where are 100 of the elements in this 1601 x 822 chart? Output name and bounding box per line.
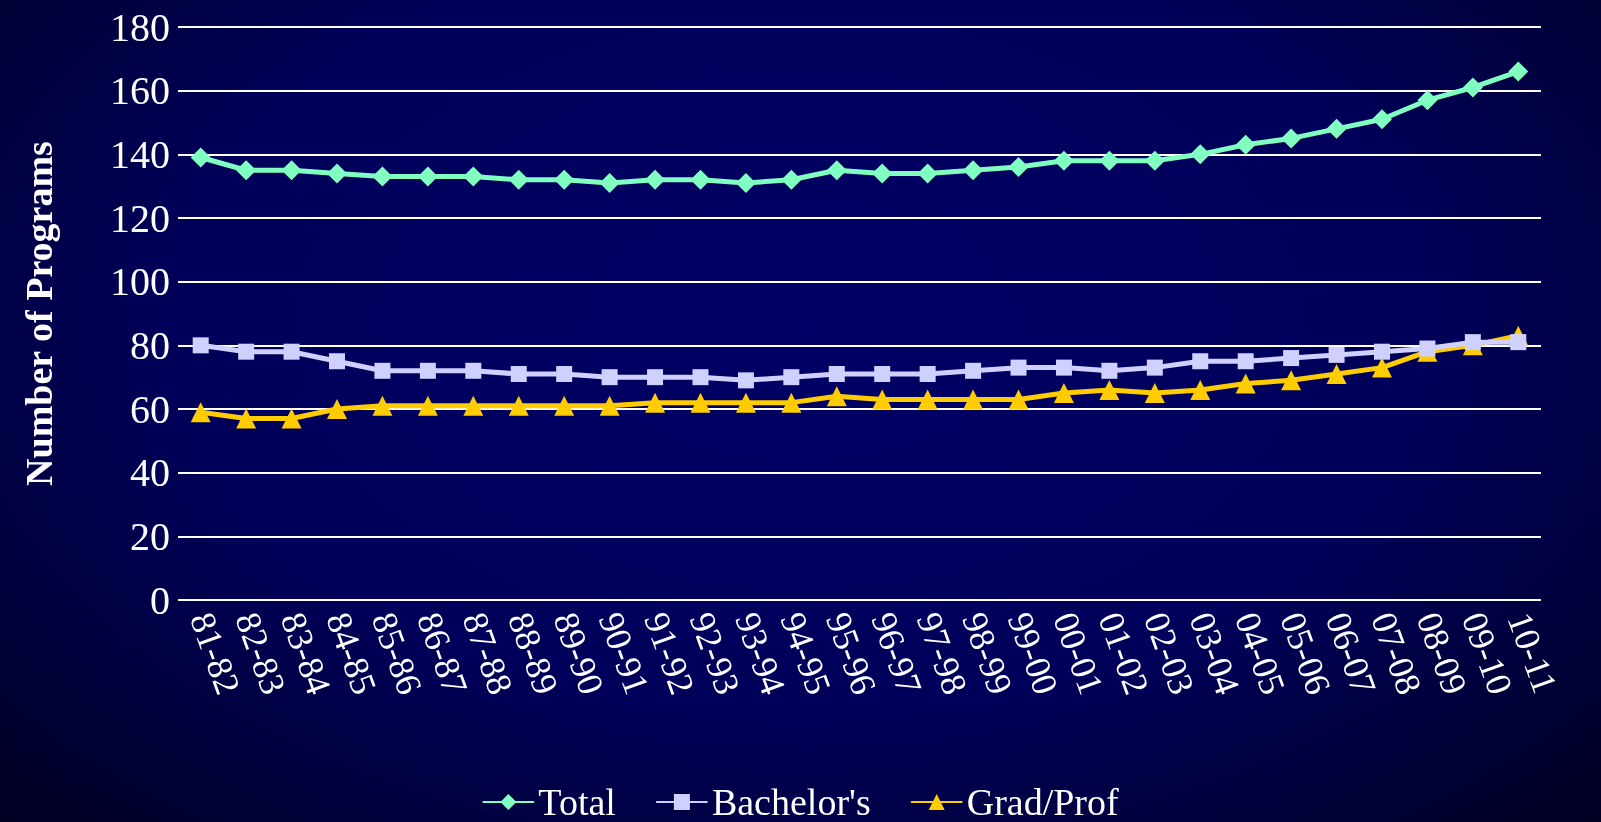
point [1008,389,1029,410]
point [238,343,255,360]
point [327,399,348,419]
legend-label: Total [538,781,616,822]
point [872,163,893,184]
point [417,395,438,416]
point [1099,150,1120,171]
point [826,386,847,407]
point [1146,359,1163,376]
point [508,395,529,416]
y-tick-label: 180 [110,4,170,50]
y-tick-label: 40 [130,450,170,496]
point [556,365,573,382]
point [690,169,711,190]
point [1235,373,1256,394]
point [1190,379,1211,400]
point [1464,334,1481,351]
point [1373,343,1390,360]
point [1053,383,1074,404]
point [372,166,393,187]
point [283,343,300,360]
point [963,160,984,181]
point [329,353,346,370]
point [1326,118,1347,139]
point [826,160,847,181]
point [963,389,984,410]
point [236,408,257,429]
point [599,172,620,193]
point [554,169,575,190]
y-axis-title: Number of Programs [18,141,60,486]
point [599,395,620,416]
legend-label: Grad/Prof [966,781,1119,822]
point [1508,61,1529,82]
point [510,365,527,382]
point [1281,370,1302,391]
point [236,160,257,181]
point [417,166,438,187]
point [1281,128,1302,149]
y-tick-label: 80 [130,322,170,368]
point [1326,363,1347,384]
point [1419,340,1436,357]
point [1283,350,1300,367]
point [1237,353,1254,370]
point [783,369,800,386]
point [874,365,891,382]
y-tick-label: 140 [110,131,170,177]
point [1010,359,1027,376]
point [1099,379,1120,400]
point [327,163,348,184]
point [554,395,575,416]
point [1144,383,1165,404]
point [735,392,756,413]
point [645,169,666,190]
point [190,402,211,423]
y-tick-label: 20 [130,513,170,559]
point [690,392,711,413]
y-tick-label: 100 [110,259,170,305]
point [190,147,211,168]
point [1371,357,1392,378]
point [1235,134,1256,155]
y-tick-label: 120 [110,195,170,241]
legend-label: Bachelor's [711,781,871,822]
point [919,365,936,382]
point [645,392,666,413]
point [781,169,802,190]
point [735,172,756,193]
point [281,160,302,181]
point [1328,346,1345,363]
point [692,369,709,386]
point [465,362,482,379]
point [1371,109,1392,130]
point [419,362,436,379]
point [647,369,664,386]
point [1190,144,1211,165]
point [508,169,529,190]
point [1417,90,1438,111]
point [1462,77,1483,98]
point [1192,353,1209,370]
point [737,372,754,389]
point [1053,150,1074,171]
point [1101,362,1118,379]
point [463,395,484,416]
point [601,369,618,386]
point [372,395,393,416]
point [917,163,938,184]
point [1008,157,1029,178]
point [374,362,391,379]
point [1510,334,1527,351]
y-tick-label: 160 [110,68,170,114]
point [1055,359,1072,376]
point [965,362,982,379]
point [192,337,209,354]
y-tick-label: 60 [130,386,170,432]
point [1144,150,1165,171]
point [463,166,484,187]
point [781,392,802,413]
y-tick-label: 0 [150,577,170,623]
point [828,365,845,382]
point [281,408,302,429]
point [917,389,938,410]
